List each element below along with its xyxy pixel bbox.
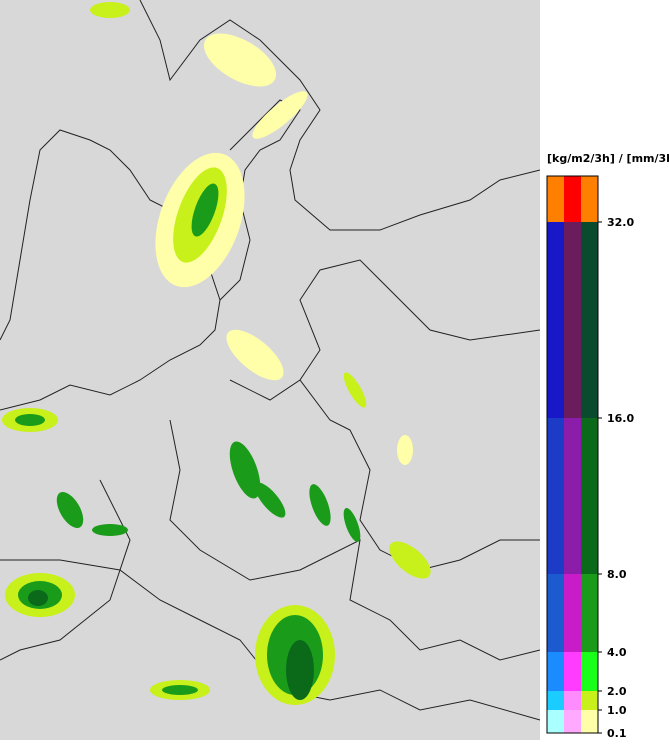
border xyxy=(299,379,540,571)
legend-swatch xyxy=(581,710,598,733)
legend-swatch xyxy=(581,418,598,574)
legend-swatch xyxy=(564,418,581,574)
legend-frame xyxy=(546,175,599,734)
legend-swatch xyxy=(547,176,564,222)
legend-swatch xyxy=(564,574,581,652)
legend-swatch xyxy=(564,710,581,733)
legend-tick-label: 2.0 xyxy=(607,685,627,698)
legend-tick-label: 0.1 xyxy=(607,727,627,740)
legend-tick-label: 4.0 xyxy=(607,646,627,659)
precipitation xyxy=(2,2,431,705)
coastline xyxy=(219,99,301,301)
legend-title: [kg/m2/3h] / [mm/3h] xyxy=(547,152,669,165)
legend-swatch xyxy=(564,176,581,222)
legend-swatch xyxy=(564,652,581,691)
legend-tick-label: 8.0 xyxy=(607,568,627,581)
legend-tick-label: 1.0 xyxy=(607,704,627,717)
legend-swatch xyxy=(564,222,581,418)
legend-tick-label: 32.0 xyxy=(607,216,634,229)
legend-swatch xyxy=(581,691,598,710)
legend-swatch xyxy=(564,691,581,710)
legend-swatch xyxy=(581,222,598,418)
coastline xyxy=(139,0,541,231)
legend-swatch xyxy=(547,222,564,418)
legend-swatch xyxy=(547,691,564,710)
legend-swatch xyxy=(547,710,564,733)
border xyxy=(169,419,541,661)
legend-swatch xyxy=(547,574,564,652)
legend-swatch xyxy=(547,418,564,574)
legend-swatch xyxy=(581,176,598,222)
legend-swatch xyxy=(547,652,564,691)
map xyxy=(0,0,541,740)
legend: [kg/m2/3h] / [mm/3h] 32.0 16.0 8.0 4.0 2.0 1.… xyxy=(546,152,669,740)
legend-swatch xyxy=(581,574,598,652)
coastline xyxy=(229,259,541,401)
legend-swatch xyxy=(581,652,598,691)
legend-tick-label: 16.0 xyxy=(607,412,634,425)
